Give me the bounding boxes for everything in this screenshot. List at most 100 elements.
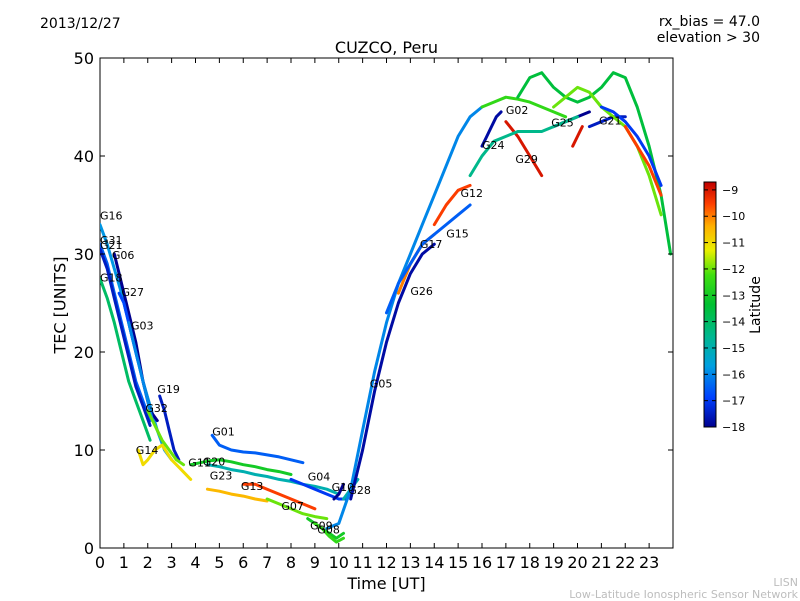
- series-g21: [100, 247, 152, 427]
- label-g18: G18: [100, 271, 123, 284]
- series-g10: [332, 482, 345, 501]
- series-ge6: [571, 125, 584, 148]
- x-tick-label: 13: [400, 553, 420, 572]
- label-g16: G16: [100, 210, 123, 223]
- x-tick-label: 5: [214, 553, 224, 572]
- colorbar: −9 −10 −11 −12 −13 −14 −15 −16 −17 −18: [703, 181, 745, 434]
- x-tick-label: 9: [310, 553, 320, 572]
- label-g23: G23: [210, 469, 233, 482]
- label-g29: G29: [515, 153, 538, 166]
- series-ge2: [468, 115, 579, 178]
- x-tick-label: 8: [286, 553, 296, 572]
- series-ge1: [516, 71, 673, 256]
- x-tick-label: 2: [143, 553, 153, 572]
- label-g05: G05: [370, 377, 393, 390]
- label-g17: G17: [420, 238, 443, 251]
- x-tick-label: 1: [119, 553, 129, 572]
- x-tick-label: 15: [448, 553, 468, 572]
- x-tick-label: 21: [591, 553, 611, 572]
- label-g32: G32: [145, 402, 168, 415]
- y-tick-label: 40: [74, 147, 94, 166]
- label-g13: G13: [241, 480, 264, 493]
- series-g09: [313, 522, 345, 544]
- series-g02: [480, 95, 568, 119]
- x-tick-label: 23: [639, 553, 659, 572]
- series-ge3: [552, 85, 663, 217]
- label-g01: G01: [212, 425, 235, 438]
- x-tick-label: 19: [543, 553, 563, 572]
- series-g04: [289, 477, 348, 501]
- label-g04: G04: [308, 470, 331, 483]
- series-layer: [100, 71, 673, 544]
- series-g01: [210, 433, 305, 465]
- x-tick-label: 10: [329, 553, 349, 572]
- series-g29: [504, 120, 544, 178]
- x-tick-label: 11: [352, 553, 372, 572]
- label-g02: G02: [506, 104, 529, 117]
- colorbar-tick-label: −18: [722, 421, 745, 434]
- date-label: 2013/12/27: [40, 16, 121, 32]
- x-tick-label: 18: [520, 553, 540, 572]
- label-g03: G03: [131, 320, 154, 333]
- colorbar-tick-label: −17: [722, 395, 745, 408]
- colorbar-tick-label: −9: [722, 184, 738, 197]
- x-tick-label: 7: [262, 553, 272, 572]
- series-g23: [205, 487, 269, 503]
- series-g11: [189, 458, 293, 476]
- x-tick-label: 16: [472, 553, 492, 572]
- label-g24: G24: [482, 139, 505, 152]
- y-tick-label: 20: [74, 343, 94, 362]
- x-tick-label: 20: [567, 553, 587, 572]
- series-g18: [100, 277, 152, 442]
- label-g11: G11: [188, 457, 211, 470]
- series-g13: [241, 482, 317, 511]
- colorbar-tick-label: −14: [722, 316, 745, 329]
- x-tick-label: 14: [424, 553, 444, 572]
- credit-short: LISN: [773, 576, 798, 589]
- label-g14: G14: [136, 444, 159, 457]
- colorbar-tick-label: −15: [722, 342, 745, 355]
- y-tick-label: 50: [74, 49, 94, 68]
- label-g25: G25: [551, 117, 574, 130]
- label-g21: G21: [100, 239, 123, 252]
- x-tick-label: 0: [95, 553, 105, 572]
- series-g07: [265, 497, 329, 521]
- label-g31: G31: [100, 234, 123, 247]
- label-g08: G08: [317, 523, 340, 536]
- colorbar-tick-label: −16: [722, 368, 745, 381]
- series-ge4: [623, 125, 663, 197]
- x-tick-label: 17: [496, 553, 516, 572]
- chart-title: CUZCO, Peru: [334, 38, 439, 57]
- x-tick-label: 3: [167, 553, 177, 572]
- label-g15: G15: [446, 227, 469, 240]
- label-g07: G07: [281, 500, 304, 513]
- label-g19: G19: [157, 383, 180, 396]
- credit-long: Low-Latitude Ionospheric Sensor Network: [569, 588, 798, 601]
- satellite-labels: G16G31G21G06G18G27G03G19G32G14G01G11G20G…: [100, 104, 622, 536]
- label-g26: G26: [410, 285, 433, 298]
- series-g14: [136, 443, 193, 481]
- label-g21: G21: [599, 115, 622, 128]
- label-g10: G10: [332, 481, 355, 494]
- label-g06: G06: [112, 249, 135, 262]
- label-g20: G20: [203, 456, 226, 469]
- label-g09: G09: [310, 519, 333, 532]
- y-tick-label: 10: [74, 441, 94, 460]
- series-g12: [432, 183, 472, 227]
- x-tick-label: 22: [615, 553, 635, 572]
- series-g19: [158, 394, 181, 462]
- colorbar-tick-label: −11: [722, 237, 745, 250]
- y-tick-label: 30: [74, 245, 94, 264]
- colorbar-gradient: [703, 181, 717, 428]
- axes: 0 1 2 3 4 5 6 7 8 9 10 11 12 13 14 15 16 17 18 19 20 21 22 2301…: [74, 49, 673, 572]
- series-g32: [146, 409, 186, 467]
- series-ge5: [599, 105, 663, 187]
- label-g12: G12: [461, 187, 484, 200]
- series-g20: [205, 463, 341, 496]
- x-tick-label: 4: [190, 553, 200, 572]
- series-g03: [127, 321, 154, 423]
- label-g27: G27: [122, 286, 145, 299]
- elevation-label: elevation > 30: [656, 30, 760, 46]
- x-axis-label: Time [UT]: [347, 574, 426, 593]
